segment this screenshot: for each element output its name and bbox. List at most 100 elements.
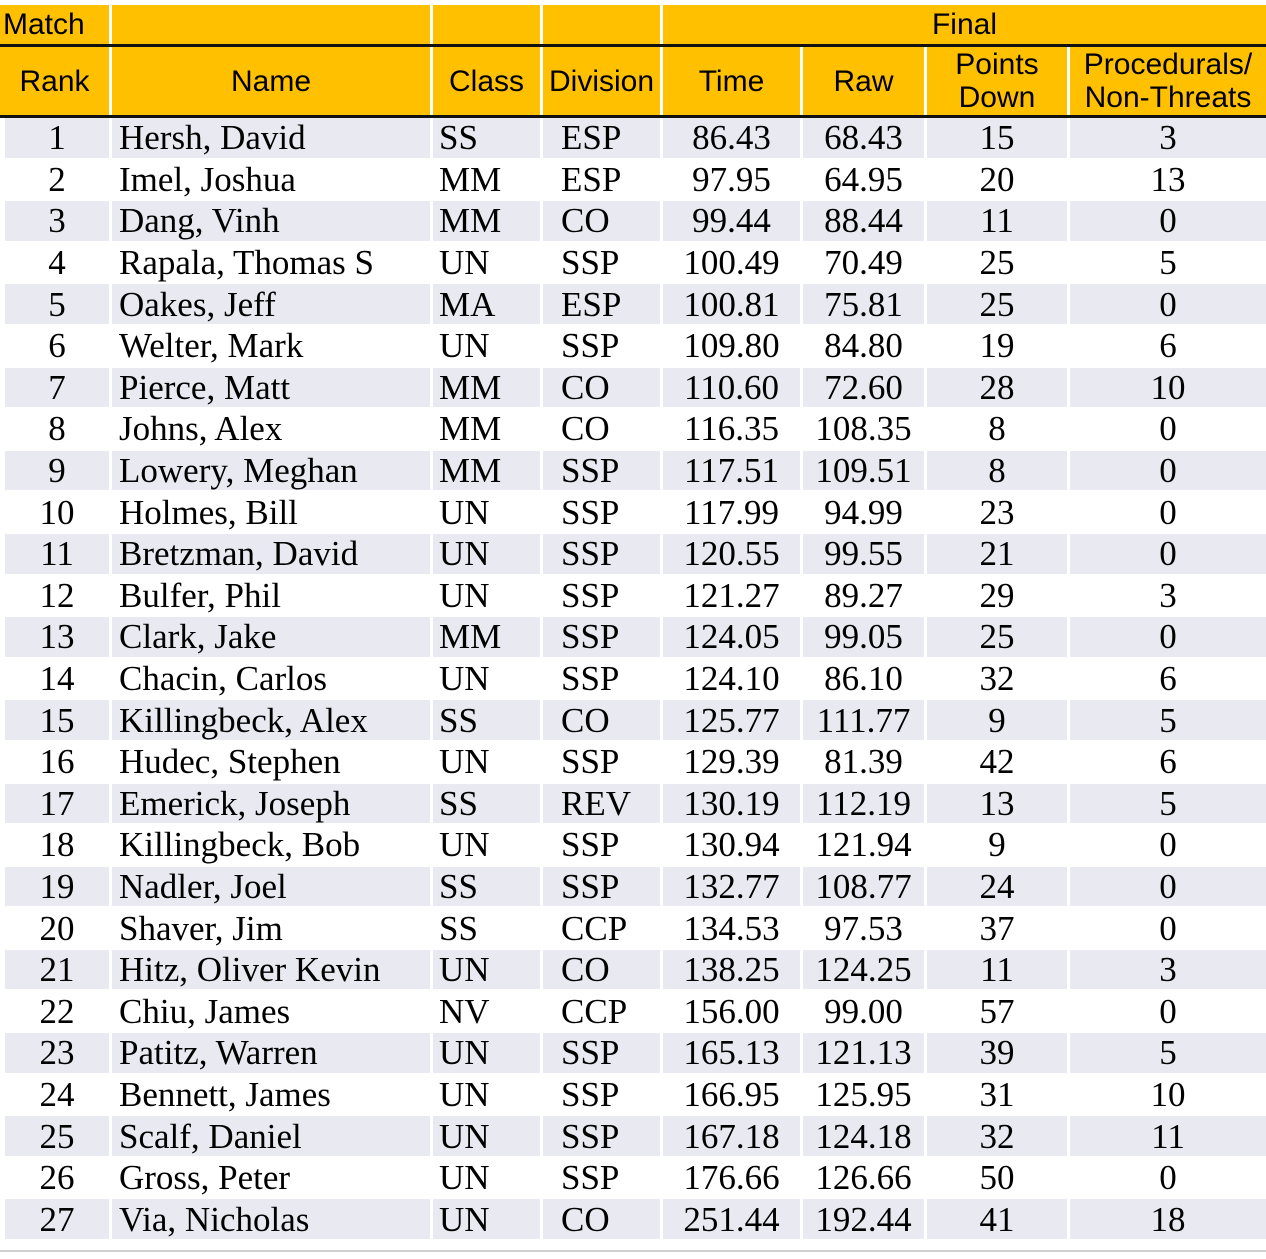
division-header-label: Division xyxy=(548,64,655,98)
cell-name: Via, Nicholas xyxy=(112,1199,433,1240)
cell-class: MM xyxy=(433,409,543,449)
cell-time: 125.77 xyxy=(663,700,803,740)
cell-name: Dang, Vinh xyxy=(112,201,433,241)
cell-name: Lowery, Meghan xyxy=(112,450,433,491)
cell-raw: 89.27 xyxy=(803,575,927,616)
table-row: 11 Bretzman, David UN SSP 120.55 99.55 21 0 xyxy=(0,533,1266,576)
cell-points-down: 42 xyxy=(927,741,1070,782)
empty-group-cell-name xyxy=(112,5,433,44)
cell-division: CO xyxy=(543,201,663,241)
cell-rank: 2 xyxy=(5,159,112,200)
cell-name: Pierce, Matt xyxy=(112,367,433,408)
cell-rank: 23 xyxy=(5,1033,112,1073)
cell-class: UN xyxy=(433,1033,543,1073)
cell-name: Chacin, Carlos xyxy=(112,658,433,699)
cell-raw: 125.95 xyxy=(803,1074,927,1115)
cell-points-down: 28 xyxy=(927,367,1070,408)
cell-class: MM xyxy=(433,201,543,241)
cell-raw: 108.77 xyxy=(803,866,927,907)
cell-class: SS xyxy=(433,908,543,948)
cell-procedurals-non-threats: 18 xyxy=(1070,1199,1266,1240)
cell-points-down: 37 xyxy=(927,908,1070,948)
table-row: 5 Oakes, Jeff MA ESP 100.81 75.81 25 0 xyxy=(0,284,1266,326)
cell-procedurals-non-threats: 5 xyxy=(1070,783,1266,824)
cell-procedurals-non-threats: 3 xyxy=(1070,118,1266,158)
match-label: Match xyxy=(3,7,85,41)
table-row: 19 Nadler, Joel SS SSP 132.77 108.77 24 0 xyxy=(0,866,1266,909)
cell-class: MM xyxy=(433,617,543,657)
cell-procedurals-non-threats: 5 xyxy=(1070,242,1266,283)
cell-procedurals-non-threats: 0 xyxy=(1070,284,1266,324)
cell-class: MM xyxy=(433,450,543,491)
cell-division: REV xyxy=(543,783,663,824)
cell-procedurals-non-threats: 10 xyxy=(1070,1074,1266,1115)
cell-time: 110.60 xyxy=(663,367,803,408)
cell-points-down: 57 xyxy=(927,991,1070,1032)
cell-division: SSP xyxy=(543,492,663,532)
class-header-label: Class xyxy=(448,64,524,98)
cell-points-down: 20 xyxy=(927,159,1070,200)
cell-class: UN xyxy=(433,1074,543,1115)
cell-raw: 108.35 xyxy=(803,409,927,449)
cell-raw: 81.39 xyxy=(803,741,927,782)
cell-time: 86.43 xyxy=(663,118,803,158)
cell-division: SSP xyxy=(543,741,663,782)
cell-time: 134.53 xyxy=(663,908,803,948)
cell-points-down: 41 xyxy=(927,1199,1070,1240)
points-down-header-line2: Down xyxy=(958,81,1036,114)
table-row: 1 Hersh, David SS ESP 86.43 68.43 15 3 xyxy=(0,118,1266,160)
final-group-header: Final xyxy=(663,5,1266,44)
cell-procedurals-non-threats: 0 xyxy=(1070,409,1266,449)
cell-division: SSP xyxy=(543,866,663,907)
cell-class: UN xyxy=(433,533,543,574)
cell-time: 166.95 xyxy=(663,1074,803,1115)
final-label: Final xyxy=(931,7,998,41)
cell-name: Hersh, David xyxy=(112,118,433,158)
cell-time: 165.13 xyxy=(663,1033,803,1073)
cell-raw: 94.99 xyxy=(803,492,927,532)
cell-points-down: 11 xyxy=(927,201,1070,241)
cell-name: Nadler, Joel xyxy=(112,866,433,907)
cell-rank: 6 xyxy=(5,325,112,366)
cell-time: 156.00 xyxy=(663,991,803,1032)
match-group-header: Match xyxy=(0,5,112,44)
cell-raw: 109.51 xyxy=(803,450,927,491)
rank-header-label: Rank xyxy=(19,64,90,98)
cell-rank: 15 xyxy=(5,700,112,740)
cell-procedurals-non-threats: 11 xyxy=(1070,1116,1266,1156)
cell-rank: 16 xyxy=(5,741,112,782)
cell-time: 130.94 xyxy=(663,825,803,865)
cell-class: NV xyxy=(433,991,543,1032)
cell-division: CCP xyxy=(543,991,663,1032)
cell-division: SSP xyxy=(543,1033,663,1073)
table-row: 13 Clark, Jake MM SSP 124.05 99.05 25 0 xyxy=(0,617,1266,659)
cell-raw: 72.60 xyxy=(803,367,927,408)
cell-division: SSP xyxy=(543,450,663,491)
cell-raw: 88.44 xyxy=(803,201,927,241)
table-row: 7 Pierce, Matt MM CO 110.60 72.60 28 10 xyxy=(0,367,1266,410)
cell-raw: 124.25 xyxy=(803,949,927,990)
cell-name: Emerick, Joseph xyxy=(112,783,433,824)
cell-class: SS xyxy=(433,700,543,740)
cell-rank: 21 xyxy=(5,949,112,990)
cell-rank: 9 xyxy=(5,450,112,491)
cell-rank: 22 xyxy=(5,991,112,1032)
cell-points-down: 23 xyxy=(927,492,1070,532)
cell-rank: 3 xyxy=(5,201,112,241)
cell-rank: 8 xyxy=(5,409,112,449)
cell-procedurals-non-threats: 5 xyxy=(1070,700,1266,740)
column-header-points-down: Points Down xyxy=(927,47,1070,115)
cell-procedurals-non-threats: 0 xyxy=(1070,825,1266,865)
cell-division: SSP xyxy=(543,533,663,574)
column-header-name: Name xyxy=(112,47,433,115)
cell-rank: 27 xyxy=(5,1199,112,1240)
table-row: 23 Patitz, Warren UN SSP 165.13 121.13 39 5 xyxy=(0,1033,1266,1075)
cell-name: Johns, Alex xyxy=(112,409,433,449)
cell-points-down: 19 xyxy=(927,325,1070,366)
column-header-rank: Rank xyxy=(0,47,112,115)
cell-class: MM xyxy=(433,159,543,200)
table-row: 8 Johns, Alex MM CO 116.35 108.35 8 0 xyxy=(0,409,1266,451)
cell-rank: 19 xyxy=(5,866,112,907)
cell-class: MA xyxy=(433,284,543,324)
